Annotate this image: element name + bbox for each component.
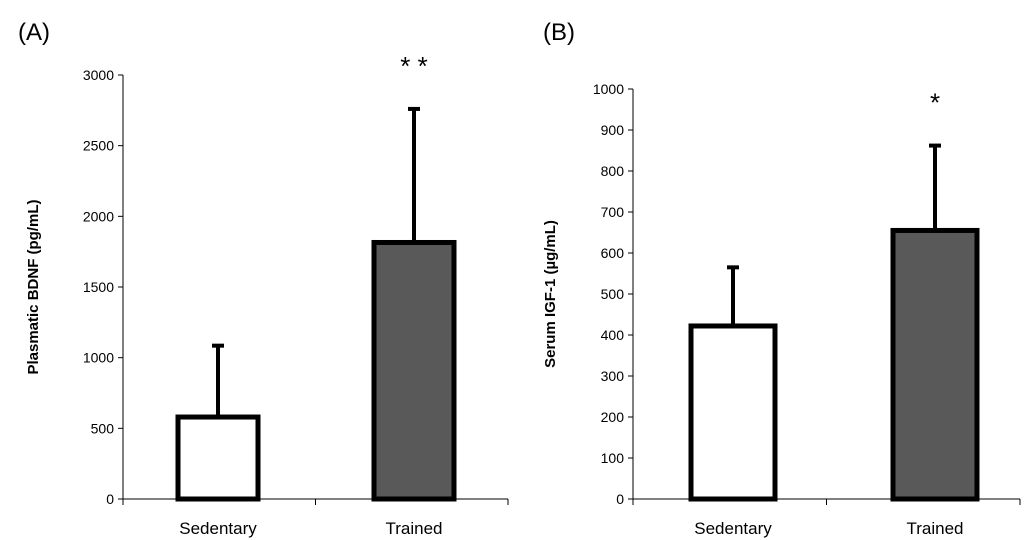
panel-b-y-tick-label: 1000 [593,81,624,97]
panel-b-y-tick-label: 0 [616,491,624,507]
panel-b-y-tick-label: 500 [601,286,625,302]
panel-b-y-axis-title: Serum IGF-1 (µg/mL) [542,220,559,368]
panel-a-significance-marker: * * [400,51,427,81]
panel-a-bar-trained [371,239,457,502]
panel-a-y-tick-label: 0 [106,491,114,507]
panel-b-y-tick-label: 600 [601,245,625,261]
panel-a-category-label-trained: Trained [385,519,442,538]
panel-b-y-tick-label: 800 [601,163,625,179]
panel-a-y-tick-label: 3000 [83,67,114,83]
panel-a-y-tick-label: 1000 [83,350,114,366]
panel-b-label: (B) [543,19,575,46]
panel-b-category-label-sedentary: Sedentary [694,519,772,538]
panel-a-y-axis-title: Plasmatic BDNF (pg/mL) [25,199,42,374]
panel-b-y-tick-label: 300 [601,368,625,384]
panel-b-category-label-trained: Trained [906,519,963,538]
panel-b-y-tick-label: 700 [601,204,625,220]
panel-b-y-tick-label: 100 [601,450,625,466]
panel-b-bar-sedentary [688,323,778,502]
panel-a-y-tick-label: 1500 [83,279,114,295]
panel-b-y-tick-label: 400 [601,327,625,343]
panel-b-y-tick-label: 900 [601,122,625,138]
panel-a-y-tick-label: 2500 [83,138,114,154]
panel-a-label: (A) [18,19,50,46]
panel-a-bar-sedentary [175,414,261,502]
panel-b-y-tick-label: 200 [601,409,625,425]
panel-b-significance-marker: * [930,88,940,118]
panel-b-igf1-chart: (B) Serum IGF-1 (µg/mL) 0 100 200 300 400 500… [542,19,1021,538]
panel-b-bar-trained [890,227,980,502]
panel-a-y-tick-label: 2000 [83,208,114,224]
panel-a-y-tick-label: 500 [91,420,115,436]
panel-a-bdnf-chart: (A) Plasmatic BDNF (pg/mL) 0 500 1000 1500 2… [18,19,509,538]
panel-a-category-label-sedentary: Sedentary [179,519,257,538]
